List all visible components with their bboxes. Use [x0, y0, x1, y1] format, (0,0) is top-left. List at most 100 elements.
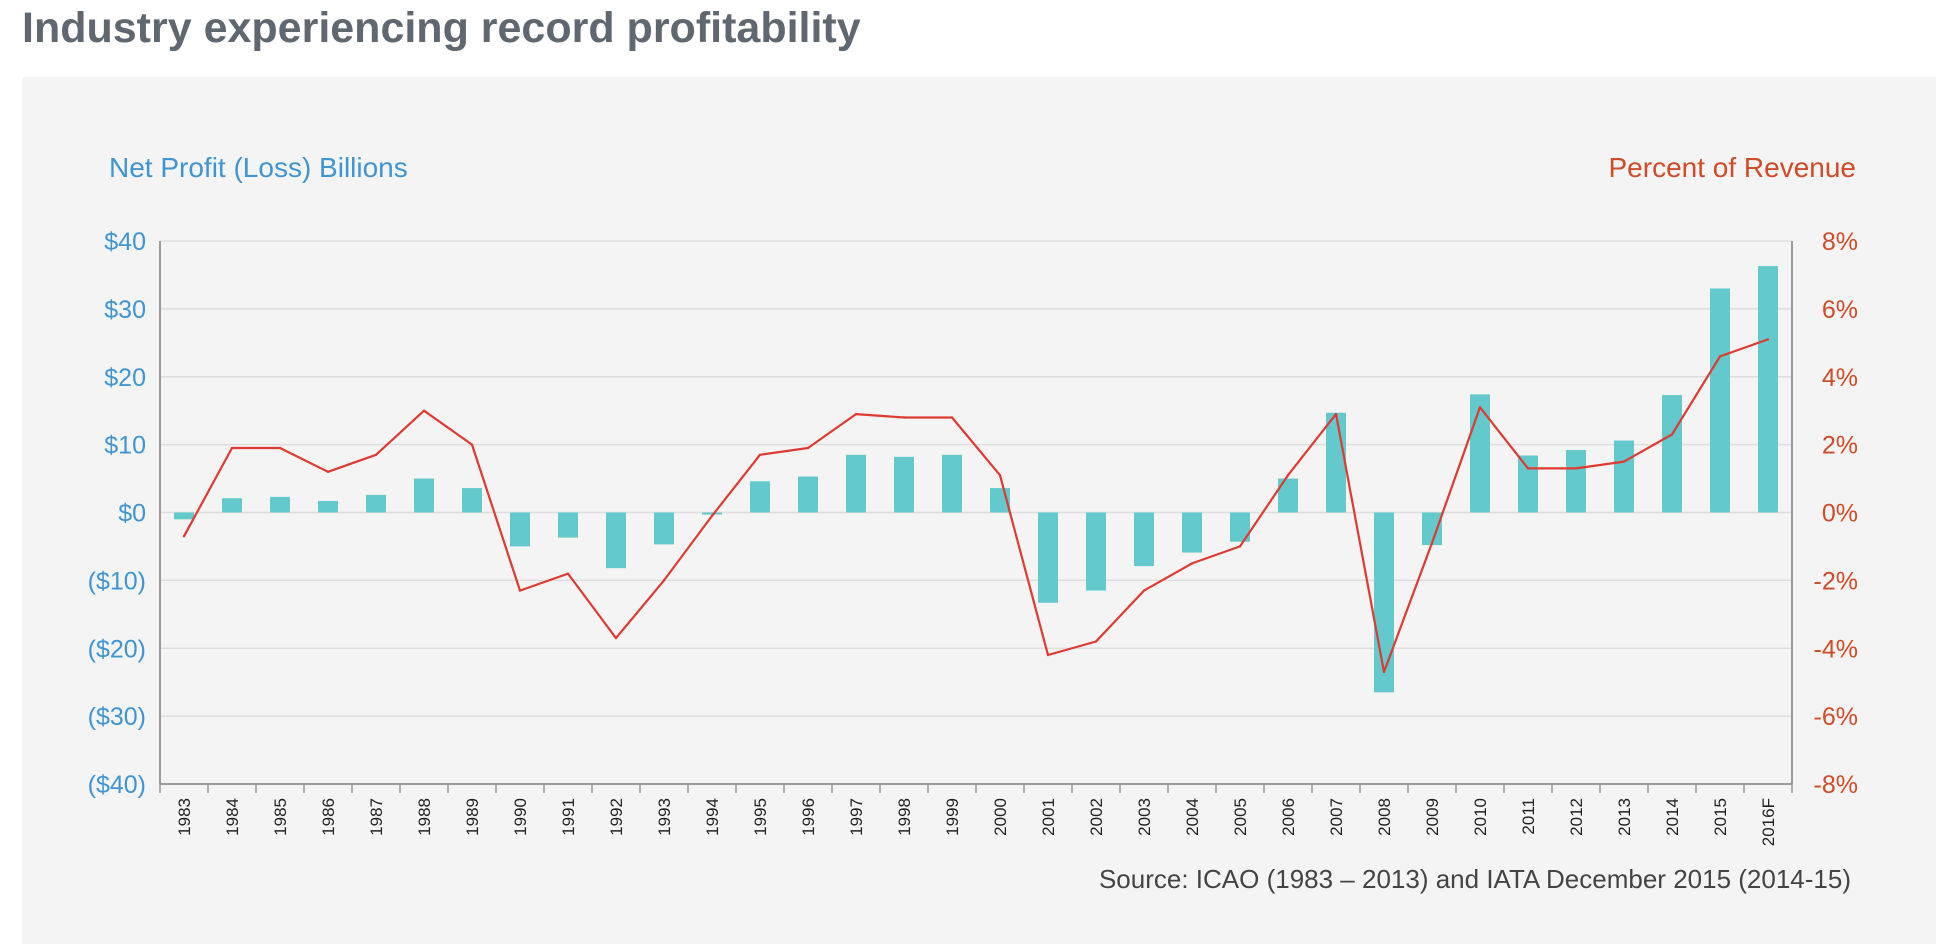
percent-line: [183, 338, 1769, 674]
bar-2014: [1662, 395, 1682, 513]
x-tick-label: 1988: [415, 798, 434, 836]
bar-1996: [798, 476, 818, 513]
line-point-1994: [710, 514, 714, 518]
x-tick-label: 1985: [271, 798, 290, 836]
bar-1988: [414, 478, 434, 513]
x-tick-label: 1987: [367, 798, 386, 836]
x-tick-label: 1991: [559, 798, 578, 836]
x-tick-label: 2007: [1327, 798, 1346, 836]
line-point-1992: [614, 636, 618, 640]
x-tick-label: 1990: [511, 798, 530, 836]
x-tick-label: 2008: [1375, 798, 1394, 836]
x-tick-label: 2010: [1471, 798, 1490, 836]
x-tick-label: 2015: [1711, 798, 1730, 836]
left-axis-title: Net Profit (Loss) Billions: [109, 152, 408, 183]
x-tick-label: 1994: [703, 798, 722, 836]
line-point-2014: [1670, 433, 1674, 436]
line-point-2004: [1190, 562, 1194, 565]
x-tick-label: 2012: [1567, 798, 1586, 836]
bar-series: [174, 266, 1778, 693]
bar-1986: [318, 500, 338, 513]
right-tick-label: 6%: [1822, 296, 1858, 324]
line-point-2007: [1334, 412, 1338, 416]
right-axis-title: Percent of Revenue: [1609, 152, 1857, 183]
bar-2011: [1518, 455, 1538, 513]
bar-2001: [1038, 512, 1058, 603]
bar-2008: [1374, 512, 1394, 693]
line-point-2016F: [1766, 338, 1770, 341]
bar-1998: [894, 456, 914, 513]
line-point-1998: [902, 416, 906, 419]
right-tick-labels: 8% 6% 4% 2% 0% -2% -4% -6% -8%: [1814, 228, 1858, 799]
line-point-2000: [998, 473, 1002, 477]
left-tick-labels: $40 $30 $20 $10 $0 ($10) ($20) ($30) ($40): [88, 228, 146, 799]
line-point-1984: [230, 446, 234, 450]
x-tick-label: 2014: [1663, 798, 1682, 836]
left-tick-label: $10: [104, 432, 146, 460]
line-point-1991: [566, 572, 570, 575]
bar-2016F: [1758, 266, 1778, 513]
right-tick-label: 2%: [1822, 432, 1858, 460]
right-tick-label: -6%: [1814, 703, 1858, 731]
source-note: Source: ICAO (1983 – 2013) and IATA Dece…: [1099, 864, 1851, 894]
x-tick-label: 1997: [847, 798, 866, 836]
bar-2003: [1134, 512, 1154, 567]
bar-2006: [1278, 478, 1298, 513]
left-tick-label: $20: [104, 364, 146, 392]
right-tick-label: 0%: [1822, 500, 1858, 528]
line-point-2002: [1094, 640, 1098, 643]
bar-1992: [606, 512, 626, 569]
bar-1985: [270, 496, 290, 513]
x-tick-label: 2003: [1135, 798, 1154, 836]
left-tick-label: ($40): [88, 771, 146, 799]
line-point-1985: [278, 446, 282, 450]
line-point-1987: [374, 453, 378, 457]
axes: [159, 241, 1793, 793]
line-point-2009: [1430, 541, 1434, 545]
left-tick-label: $30: [104, 296, 146, 324]
left-tick-label: $40: [104, 228, 146, 256]
line-point-2015: [1718, 355, 1722, 358]
line-point-1999: [950, 416, 954, 419]
gridlines: [160, 240, 1792, 717]
bar-1987: [366, 494, 386, 513]
x-tick-label: 1992: [607, 798, 626, 836]
x-tick-label: 1993: [655, 798, 674, 836]
x-tick-label: 2001: [1039, 798, 1058, 836]
line-point-1990: [518, 589, 522, 592]
line-point-2006: [1286, 473, 1290, 477]
left-tick-label: ($30): [88, 703, 146, 731]
chart-panel: Net Profit (Loss) Billions Percent of Re…: [22, 77, 1936, 944]
x-tick-label: 2013: [1615, 798, 1634, 836]
line-point-2008: [1382, 670, 1386, 674]
right-tick-label: -4%: [1814, 635, 1858, 663]
x-tick-label: 1986: [319, 798, 338, 836]
right-tick-label: -8%: [1814, 771, 1858, 799]
x-tick-label: 2002: [1087, 798, 1106, 836]
x-tick-label: 2016F: [1759, 798, 1778, 846]
line-point-1983: [182, 535, 186, 538]
combo-chart: Net Profit (Loss) Billions Percent of Re…: [88, 152, 1858, 894]
x-tick-label: 1996: [799, 798, 818, 836]
right-tick-label: 4%: [1822, 364, 1858, 392]
bar-1983: [174, 512, 194, 520]
bar-2002: [1086, 512, 1106, 591]
line-point-1996: [806, 446, 810, 450]
line-series: [182, 338, 1770, 674]
x-tick-label: 1995: [751, 798, 770, 836]
line-point-2011: [1526, 467, 1530, 470]
bar-2004: [1182, 512, 1202, 553]
x-tick-label: 1999: [943, 798, 962, 836]
bar-1990: [510, 512, 530, 547]
line-point-2005: [1238, 545, 1242, 548]
bar-1989: [462, 488, 482, 513]
bar-1991: [558, 512, 578, 538]
bar-2012: [1566, 450, 1586, 513]
line-point-2001: [1046, 653, 1050, 657]
page-title: Industry experiencing record profitabili…: [22, 4, 861, 52]
bar-2013: [1614, 440, 1634, 513]
right-tick-label: -2%: [1814, 567, 1858, 595]
line-point-2012: [1574, 467, 1578, 470]
line-point-1989: [470, 443, 474, 446]
